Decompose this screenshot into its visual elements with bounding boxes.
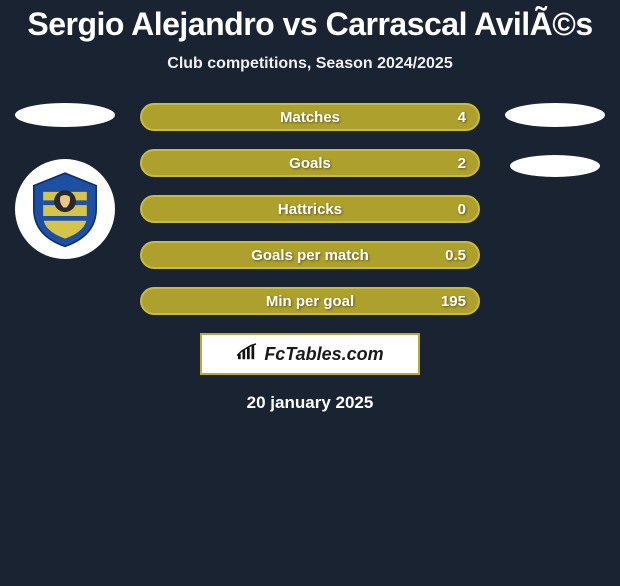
stat-label: Matches [280, 109, 340, 126]
stat-bar-min-per-goal: Min per goal 195 [140, 287, 480, 315]
stat-label: Min per goal [266, 293, 354, 310]
page-title: Sergio Alejandro vs Carrascal AvilÃ©s [10, 6, 610, 43]
stat-bar-goals-per-match: Goals per match 0.5 [140, 241, 480, 269]
stat-label: Goals [289, 155, 331, 172]
stat-value-right: 2 [458, 155, 466, 172]
stat-value-right: 0 [458, 201, 466, 218]
club-badge-icon [26, 170, 104, 248]
player-left-avatar-placeholder [15, 103, 115, 127]
stat-value-right: 0.5 [445, 247, 466, 264]
stat-bar-goals: Goals 2 [140, 149, 480, 177]
snapshot-date: 20 january 2025 [10, 393, 610, 413]
comparison-container: Sergio Alejandro vs Carrascal AvilÃ©s Cl… [0, 6, 620, 413]
player-right-avatar-placeholder [505, 103, 605, 127]
stat-label: Hattricks [278, 201, 342, 218]
stat-value-right: 4 [458, 109, 466, 126]
player-left-club-badge [15, 159, 115, 259]
page-subtitle: Club competitions, Season 2024/2025 [10, 55, 610, 73]
watermark-text: FcTables.com [264, 344, 383, 365]
chart-icon [236, 343, 258, 366]
stat-bar-matches: Matches 4 [140, 103, 480, 131]
stat-bar-hattricks: Hattricks 0 [140, 195, 480, 223]
watermark[interactable]: FcTables.com [200, 333, 420, 375]
stats-column: Matches 4 Goals 2 Hattricks 0 Goals per … [140, 103, 480, 315]
player-right-column [500, 103, 610, 177]
stat-value-right: 195 [441, 293, 466, 310]
player-right-club-placeholder [510, 155, 600, 177]
player-left-column [10, 103, 120, 259]
content-row: Matches 4 Goals 2 Hattricks 0 Goals per … [10, 103, 610, 315]
stat-label: Goals per match [251, 247, 369, 264]
